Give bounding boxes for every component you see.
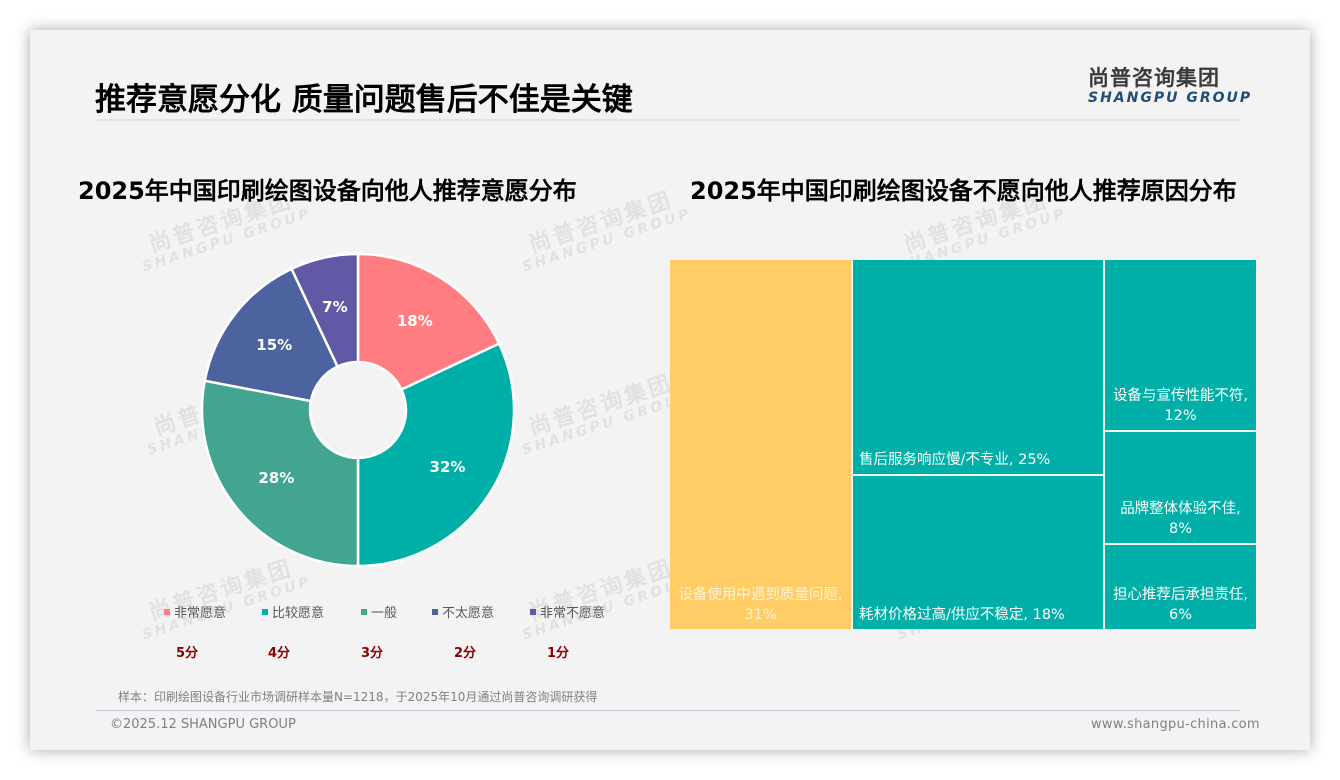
right-chart-title: 2025年中国印刷绘图设备不愿向他人推荐原因分布 <box>690 177 1237 205</box>
treemap-chart: 设备使用中遇到质量问题, 31% 售后服务响应慢/不专业, 25% 耗材价格过高… <box>670 260 1257 630</box>
sample-footnote: 样本：印刷绘图设备行业市场调研样本量N=1218，于2025年10月通过尚普咨询… <box>118 690 598 704</box>
legend-swatch <box>164 608 170 615</box>
donut-slice <box>356 252 501 392</box>
donut-chart: 18% 32% 28% 15% 7% <box>200 252 516 568</box>
legend-swatch <box>262 608 268 615</box>
company-logo: 尚普咨询集团 SHANGPU GROUP <box>1088 62 1253 106</box>
donut-slice <box>289 252 360 369</box>
score-label: 5分 <box>176 646 199 661</box>
pie-legend: 非常愿意 比较愿意 一般 不太愿意 非常不愿意 <box>30 602 670 622</box>
score-label: 3分 <box>361 646 384 661</box>
legend-swatch <box>530 608 536 615</box>
left-chart-title: 2025年中国印刷绘图设备向他人推荐意愿分布 <box>78 177 577 205</box>
logo-cn-text: 尚普咨询集团 <box>1088 66 1220 90</box>
website-link[interactable]: www.shangpu-china.com <box>1091 717 1260 732</box>
legend-swatch <box>432 608 438 615</box>
donut-slice <box>203 267 340 403</box>
score-label: 2分 <box>454 646 477 661</box>
treemap-cell-performance: 设备与宣传性能不符, 12% <box>1105 260 1256 430</box>
slide: 尚普咨询集团 SHANGPU GROUP 尚普咨询集团 SHANGPU GROUP … <box>30 30 1310 750</box>
legend-item: 比较愿意 <box>262 602 324 621</box>
page-title: 推荐意愿分化 质量问题售后不佳是关键 <box>95 82 633 118</box>
treemap-cell-after-sales: 售后服务响应慢/不专业, 25% <box>853 260 1103 474</box>
slice-label: 15% <box>256 336 293 355</box>
treemap-cell-liability: 担心推荐后承担责任, 6% <box>1105 545 1256 629</box>
treemap-cell-brand: 品牌整体体验不佳, 8% <box>1105 432 1256 543</box>
slice-label: 7% <box>322 297 348 316</box>
slice-label: 32% <box>429 457 466 476</box>
slice-label: 18% <box>396 311 433 330</box>
legend-swatch <box>361 608 367 615</box>
slice-label: 28% <box>258 468 295 487</box>
donut-slice <box>200 379 360 568</box>
title-divider <box>96 119 1240 121</box>
legend-item: 不太愿意 <box>432 602 494 621</box>
score-label: 1分 <box>547 646 570 661</box>
score-label: 4分 <box>268 646 291 661</box>
legend-item: 一般 <box>361 602 397 621</box>
legend-item: 非常愿意 <box>164 602 226 621</box>
donut-chart-svg <box>200 252 516 568</box>
logo-en-text: SHANGPU GROUP <box>1088 90 1253 106</box>
footer-divider <box>96 710 1240 711</box>
donut-slice <box>356 341 516 568</box>
copyright: ©2025.12 SHANGPU GROUP <box>110 717 296 732</box>
treemap-cell-quality: 设备使用中遇到质量问题, 31% <box>670 260 851 629</box>
legend-item: 非常不愿意 <box>530 602 605 621</box>
treemap-cell-consumables: 耗材价格过高/供应不稳定, 18% <box>853 476 1103 629</box>
